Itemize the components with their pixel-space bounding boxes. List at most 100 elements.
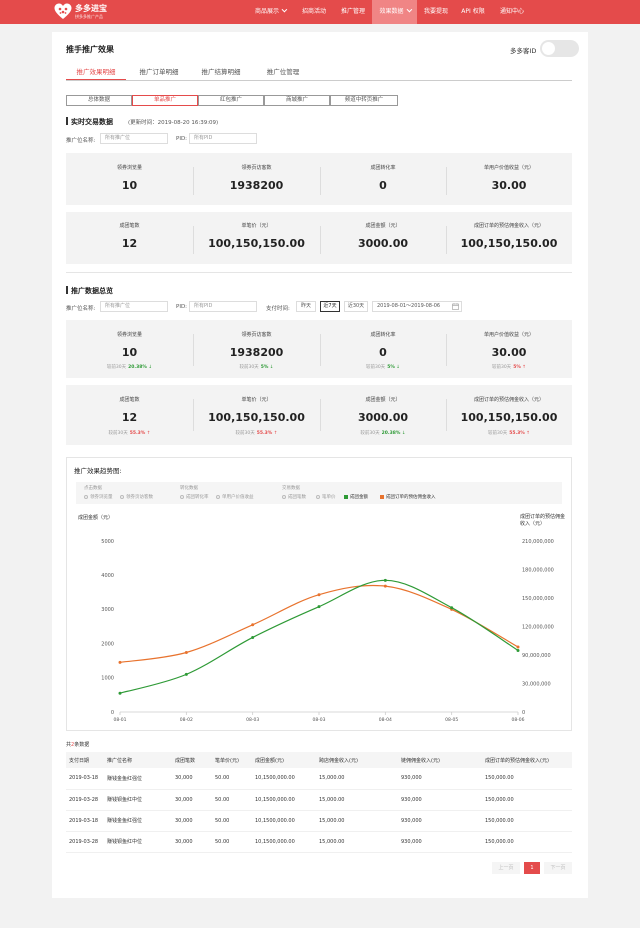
overview-pid-input[interactable]: 所有PID — [189, 301, 257, 312]
realtime-pid-input[interactable]: 所有PID — [189, 133, 257, 144]
y-tick-label: 0 — [111, 710, 114, 716]
trend-filter-row: 点击数据 领券浏览量 领券页访客数 转化数据 成团转化率 单用户价值收益 交易数… — [76, 482, 562, 504]
data-point — [118, 660, 122, 664]
stat-group-orders: 成团笔数 12 — [119, 223, 140, 250]
ov-stat-group-amount: 成团金额（元） 3000.00 较前30天 20.38% ↓ — [357, 397, 409, 436]
table-row: 2019-03-28 赚钱钡鱼红中位 30,000 50.00 10,1500,000.… — [66, 789, 572, 811]
ov-stat-unit-price: 单笔价（元） 100,150,150.00 较前30天 55.3% ↑ — [208, 397, 305, 436]
realtime-stats-row-2: 成团笔数 12 单笔价（元） 100,150,150.00 成团金额（元） 3000.… — [66, 212, 572, 264]
y2-tick-label: 30,000,000 — [522, 681, 551, 687]
col-chain-commission: 链佣佣金收入(元) — [398, 752, 482, 768]
range-yesterday-button[interactable]: 昨天 — [296, 301, 316, 312]
col-position-name: 推广位名称 — [104, 752, 172, 768]
trend-line-chart: 0 1000 2000 3000 4000 5000 0 30,000,000 90,000,0… — [101, 539, 554, 723]
y2-tick-label: 210,000,000 — [522, 539, 554, 545]
nav-promotions[interactable]: 招商活动 — [301, 8, 326, 15]
checkbox-icon — [316, 494, 320, 499]
filter-user-value[interactable]: 单用户价值收益 — [216, 494, 254, 500]
x-tick-label: 08-02 — [180, 717, 193, 723]
data-point — [251, 623, 255, 627]
tab-effect-detail[interactable]: 推广效果明细 — [66, 66, 126, 80]
checkbox-icon — [120, 494, 124, 499]
realtime-pos-input[interactable]: 所有推广位 — [100, 133, 168, 144]
toggle-knob — [542, 42, 555, 55]
segment-overall[interactable]: 总体数据 — [66, 95, 132, 106]
overview-pos-label: 推广位名称: — [66, 306, 96, 312]
arrow-down-icon: ↓ — [268, 365, 274, 370]
segment-single-item[interactable]: 单品推广 — [132, 95, 198, 106]
data-table: 支付日期 推广位名称 成团笔数 笔单价(元) 成团金额(元) 跨店佣金收入(元)… — [66, 752, 572, 853]
checkbox-icon — [180, 494, 184, 499]
brand-name: 多多进宝 — [75, 4, 107, 13]
ov-stat-coupon-views: 领券浏览量 10 较前30天 20.38% ↓ — [106, 332, 153, 370]
col-unit-price: 笔单价(元) — [212, 752, 252, 768]
pager-prev-button[interactable]: 上一页 — [492, 862, 520, 874]
filter-unit-price[interactable]: 笔单价 — [316, 494, 336, 500]
arrow-up-icon: ↑ — [524, 431, 531, 436]
checkbox-icon — [84, 494, 88, 499]
page-title: 推手推广效果 — [66, 45, 114, 54]
data-point — [516, 648, 520, 652]
nav-promo-management[interactable]: 推广管理 — [340, 8, 365, 15]
overview-pos-input[interactable]: 所有推广位 — [100, 301, 168, 312]
arrow-down-icon: ↓ — [400, 431, 406, 436]
col-group-amount: 成团金额(元) — [252, 752, 316, 768]
y2-tick-label: 120,000,000 — [522, 624, 554, 630]
range-30days-button[interactable]: 近30天 — [344, 301, 368, 312]
section-divider — [66, 272, 572, 273]
filter-group-amount[interactable]: 成团金额 — [344, 494, 368, 500]
filter-group-orders[interactable]: 成团笔数 — [282, 494, 306, 500]
ov-stat-group-orders: 成团笔数 12 较前30天 55.3% ↑ — [108, 397, 151, 436]
pager-next-button[interactable]: 下一页 — [544, 862, 572, 874]
table-row: 2019-03-18 赚钱金鱼红强位 30,000 50.00 10,1500,000.… — [66, 810, 572, 832]
realtime-title: 实时交易数据 — [71, 118, 113, 126]
data-point — [383, 584, 387, 588]
data-point — [317, 593, 321, 597]
overview-stats-row-2: 成团笔数 12 较前30天 55.3% ↑ 单笔价（元） 100,150,150.00 较… — [66, 385, 572, 445]
pager-page-1[interactable]: 1 — [524, 862, 540, 874]
arrow-down-icon: ↓ — [146, 365, 153, 370]
chevron-down-icon — [406, 6, 412, 13]
realtime-stats-row-1: 领券浏览量 10 领券页访客数 1938200 成团转化率 0 单用户价值收益（元） 3… — [66, 153, 572, 205]
nav-api[interactable]: API 权限 — [461, 8, 485, 15]
ov-stat-estimated-commission: 成团订单的预估佣金收入（元） 100,150,150.00 较前30天 55.3% ↑ — [460, 397, 558, 436]
overview-stats-row-1: 领券浏览量 10 较前30天 20.38% ↓ 领券页访客数 1938200 较前30天 5… — [66, 320, 572, 378]
date-range-input[interactable]: 2019-08-01～2019-08-06 — [372, 301, 462, 312]
table-header-row: 支付日期 推广位名称 成团笔数 笔单价(元) 成团金额(元) 跨店佣金收入(元)… — [66, 752, 572, 768]
col-estimated-commission: 成团订单的预估佣金收入(元) — [482, 752, 572, 768]
tab-settlement-detail[interactable]: 推广结算明细 — [201, 68, 241, 76]
x-tick-label: 08-06 — [511, 717, 524, 723]
segment-mall[interactable]: 商城推广 — [264, 95, 330, 106]
checkbox-checked-icon — [380, 494, 384, 499]
checkbox-checked-icon — [344, 494, 348, 499]
range-7days-button[interactable]: 近7天 — [320, 301, 340, 312]
data-point — [184, 672, 188, 676]
segment-channel-page[interactable]: 频道中转页推广 — [330, 95, 398, 106]
segment-red-packet[interactable]: 红包推广 — [198, 95, 264, 106]
chart-right-axis-title: 成团订单的预估佣金收入（元） — [520, 514, 566, 527]
arrow-down-icon: ↓ — [394, 365, 401, 370]
filter-coupon-views[interactable]: 领券浏览量 — [84, 494, 113, 500]
y2-tick-label: 150,000,000 — [522, 596, 554, 602]
duoduo-id-label: 多多客ID — [510, 47, 537, 55]
nav-notifications[interactable]: 通知中心 — [499, 8, 524, 15]
table-row: 2019-03-28 赚钱钡鱼红中位 30,000 50.00 10,1500,000.… — [66, 831, 572, 853]
realtime-pid-label: PID: — [176, 136, 188, 142]
y-tick-label: 1000 — [101, 676, 114, 682]
filter-coupon-visitors[interactable]: 领券页访客数 — [120, 494, 153, 500]
nav-products[interactable]: 商品展示 — [248, 0, 292, 24]
tab-order-detail[interactable]: 推广订单明细 — [139, 68, 179, 76]
data-point — [516, 645, 520, 649]
col-pay-date: 支付日期 — [66, 752, 104, 768]
y2-tick-label: 0 — [522, 710, 525, 716]
section-marker — [66, 117, 68, 125]
y2-tick-label: 180,000,000 — [522, 567, 554, 573]
y-tick-label: 5000 — [101, 539, 114, 545]
filter-conversion-rate[interactable]: 成团转化率 — [180, 494, 209, 500]
duoduo-id-toggle[interactable] — [540, 40, 579, 57]
nav-withdraw[interactable]: 我要提现 — [423, 8, 448, 15]
tab-position-management[interactable]: 推广位管理 — [266, 68, 300, 76]
filter-estimated-commission[interactable]: 成团订单的预估佣金收入 — [380, 494, 436, 500]
nav-effect-data[interactable]: 效果数据 — [372, 0, 417, 24]
y-tick-label: 3000 — [101, 607, 114, 613]
